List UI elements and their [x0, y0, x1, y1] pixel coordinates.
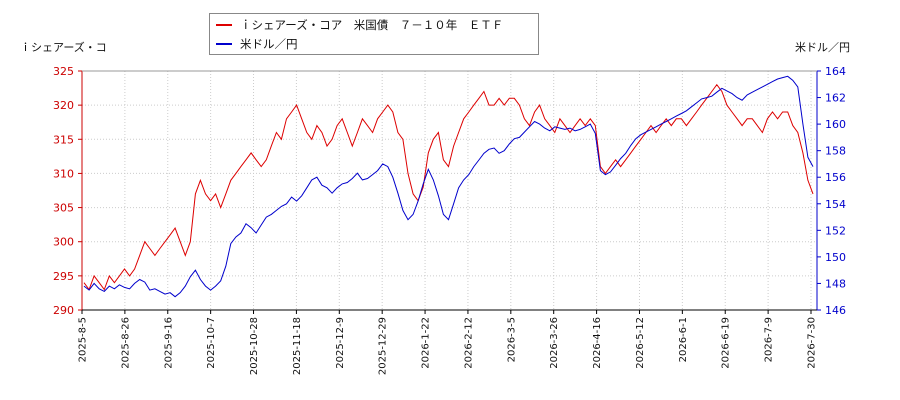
series-layer	[83, 75, 814, 298]
left-tick-label: 325	[53, 65, 74, 78]
axis-layer: 290 295 300 305 310 315 320 325 146 148 150 152 154 1…	[53, 65, 846, 375]
left-tick-label: 320	[53, 99, 74, 112]
x-tick-label: 2025-10-7	[206, 317, 217, 369]
usdjpy-line	[83, 75, 814, 298]
legend-swatch-etf	[216, 24, 232, 26]
legend-item-etf: ｉシェアーズ・コア 米国債 ７－１０年 ＥＴＦ	[216, 17, 503, 33]
x-tick-label: 2026-7-30	[807, 317, 818, 369]
x-tick-label: 2026-3-5	[506, 317, 517, 362]
right-tick-label: 154	[825, 198, 846, 211]
right-tick-label: 158	[825, 145, 846, 158]
right-tick-label: 160	[825, 118, 846, 131]
right-tick-label: 164	[825, 65, 846, 78]
legend-label-usdjpy: 米ドル／円	[240, 37, 298, 51]
left-tick-label: 315	[53, 133, 74, 146]
x-tick-label: 2026-4-16	[592, 317, 603, 369]
x-tick-label: 2025-9-16	[163, 317, 174, 369]
right-tick-label: 146	[825, 304, 846, 317]
left-tick-label: 300	[53, 236, 74, 249]
right-tick-label: 148	[825, 277, 846, 290]
legend: ｉシェアーズ・コア 米国債 ７－１０年 ＥＴＦ 米ドル／円	[209, 13, 539, 55]
legend-item-usdjpy: 米ドル／円	[216, 36, 298, 52]
x-tick-label: 2026-1-22	[421, 317, 432, 369]
right-tick-label: 162	[825, 92, 846, 105]
left-axis-title: ｉシェアーズ・コ	[20, 41, 107, 54]
left-tick-label: 295	[53, 270, 74, 283]
left-tick-label: 305	[53, 202, 74, 215]
x-tick-label: 2025-10-28	[249, 317, 260, 375]
x-tick-label: 2025-11-18	[292, 317, 303, 375]
x-tick-label: 2025-8-5	[78, 317, 89, 362]
right-tick-label: 152	[825, 224, 846, 237]
right-tick-label: 150	[825, 251, 846, 264]
right-tick-label: 156	[825, 171, 846, 184]
x-tick-label: 2025-12-29	[378, 317, 389, 375]
x-tick-label: 2026-3-26	[549, 317, 560, 369]
right-axis-title: 米ドル／円	[795, 41, 850, 54]
x-tick-label: 2026-2-12	[463, 317, 474, 369]
legend-swatch-usdjpy	[216, 43, 232, 45]
legend-label-etf: ｉシェアーズ・コア 米国債 ７－１０年 ＥＴＦ	[240, 18, 504, 32]
x-tick-label: 2026-6-19	[721, 317, 732, 369]
x-tick-label: 2026-6-1	[678, 317, 689, 362]
x-tick-label: 2026-5-12	[635, 317, 646, 369]
etf-price-line	[83, 83, 814, 291]
left-tick-label: 310	[53, 167, 74, 180]
left-tick-label: 290	[53, 304, 74, 317]
x-tick-label: 2026-7-9	[764, 317, 775, 362]
x-tick-label: 2025-12-9	[335, 317, 346, 369]
x-tick-label: 2025-8-26	[120, 317, 131, 369]
